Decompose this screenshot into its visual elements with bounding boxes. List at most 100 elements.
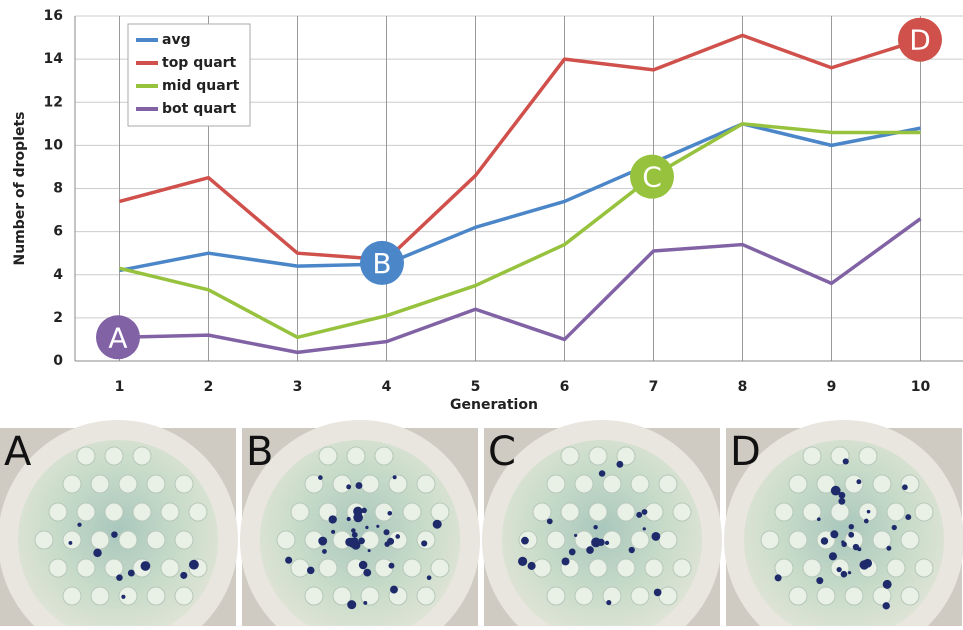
droplet [816,577,823,584]
droplet [359,561,368,570]
well [761,531,779,549]
droplet [856,479,861,484]
y-tick-label: 12 [44,94,63,110]
well [673,559,691,577]
well [659,531,677,549]
y-axis-title: Number of droplets [12,111,28,265]
well [775,559,793,577]
well [417,475,435,493]
line-series [120,219,921,353]
well [631,587,649,605]
well [147,531,165,549]
well [533,559,551,577]
droplet [642,509,648,515]
droplet [363,601,367,605]
well [291,559,309,577]
y-tick-label: 14 [44,51,64,67]
droplet [347,517,351,521]
droplet [77,523,81,527]
panel-label: D [730,429,761,475]
panel-label: A [4,429,32,475]
droplet [599,470,606,477]
well [915,559,933,577]
droplet [433,520,442,529]
well [133,503,151,521]
well [817,587,835,605]
well [291,503,309,521]
well [49,503,67,521]
well [161,503,179,521]
well [189,503,207,521]
droplet [629,547,635,553]
well [49,559,67,577]
well [175,587,193,605]
well [603,587,621,605]
well [589,447,607,465]
droplet [569,549,576,556]
well [575,587,593,605]
well [845,587,863,605]
droplet [547,518,553,524]
x-tick-label: 9 [827,379,837,395]
y-tick-label: 2 [53,310,63,326]
droplet [867,510,871,514]
droplet [593,525,597,529]
well [277,531,295,549]
droplet [318,475,323,480]
droplet [586,546,594,554]
legend-label: bot quart [162,101,237,117]
well [803,559,821,577]
droplet [363,569,371,577]
well [361,475,379,493]
droplet [886,546,891,551]
droplet [111,531,117,537]
droplet [841,571,848,578]
droplet [69,541,73,545]
well [631,531,649,549]
x-axis-title: Generation [450,397,538,413]
well [403,559,421,577]
droplet [864,519,869,524]
droplet [521,537,529,545]
droplet [848,532,854,538]
droplet [849,524,854,529]
legend-label: top quart [162,55,237,71]
y-tick-label: 6 [53,224,63,240]
droplet [285,557,292,564]
well [319,447,337,465]
droplet [395,534,400,539]
well [831,503,849,521]
annotation-label: C [642,161,662,194]
well [901,531,919,549]
well [547,475,565,493]
droplet [605,541,609,545]
droplet [857,547,861,551]
well [161,559,179,577]
droplet [839,492,846,499]
well [147,587,165,605]
well [91,587,109,605]
droplet [189,560,199,570]
legend-label: mid quart [162,78,240,94]
well [389,475,407,493]
well [645,503,663,521]
droplet [351,540,360,549]
well [91,531,109,549]
well [631,475,649,493]
well [147,475,165,493]
well [617,503,635,521]
well [347,447,365,465]
well [645,559,663,577]
droplet [636,512,642,518]
well [589,559,607,577]
well [133,447,151,465]
x-tick-label: 1 [115,379,125,395]
figure: 024681012141612345678910GenerationNumber… [0,0,963,626]
x-tick-label: 2 [204,379,214,395]
droplet [387,511,392,516]
well [775,503,793,521]
x-tick-label: 5 [471,379,481,395]
well [403,503,421,521]
well [77,447,95,465]
well [603,475,621,493]
